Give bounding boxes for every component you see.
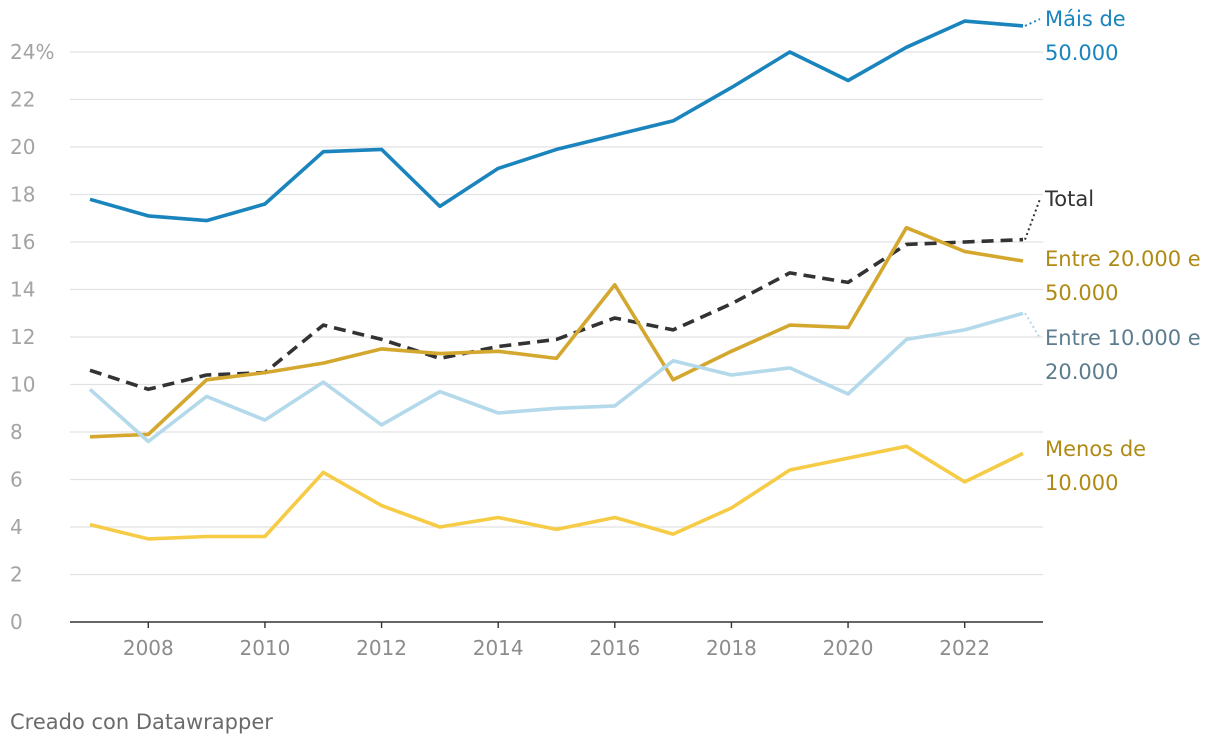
label-connector	[1024, 312, 1041, 339]
label-connector	[1024, 198, 1041, 240]
series-label: Total	[1044, 187, 1094, 211]
y-tick-label: 24%	[10, 40, 54, 64]
series-lines	[88, 19, 1024, 541]
y-tick-label: 20	[10, 135, 35, 159]
series-label: Menos de	[1045, 437, 1146, 461]
footer-credit: Creado con Datawrapper	[10, 710, 273, 734]
series-line-3	[88, 311, 1024, 444]
series-label: 50.000	[1045, 41, 1118, 65]
y-tick-label: 14	[10, 278, 35, 302]
y-tick-label: 2	[10, 563, 23, 587]
series-line-1	[89, 237, 1024, 392]
series-line-2	[89, 225, 1024, 439]
series-labels: Máis de 50.000 Total Entre 20.000 e 50.000 En…	[1024, 7, 1201, 495]
y-tick-label: 18	[10, 183, 35, 207]
y-tick-label: 10	[10, 373, 35, 397]
y-tick-label: 22	[10, 88, 35, 112]
label-connector	[1024, 18, 1041, 27]
grid-lines	[70, 51, 1043, 576]
series-line-4	[89, 444, 1024, 541]
y-tick-label: 16	[10, 230, 35, 254]
x-tick-label: 2014	[473, 636, 524, 660]
series-label: Máis de	[1045, 7, 1126, 31]
y-tick-label: 0	[10, 610, 23, 634]
y-tick-label: 6	[10, 468, 23, 492]
series-label: 20.000	[1045, 360, 1118, 384]
x-tick-label: 2008	[123, 636, 174, 660]
series-label: Entre 20.000 e	[1045, 247, 1201, 271]
x-axis: 2008 2010 2012 2014 2016 2018 2020 2022	[70, 621, 1043, 660]
series-label: 50.000	[1045, 281, 1118, 305]
x-tick-label: 2020	[823, 636, 874, 660]
y-axis: 0 2 4 6 8 10 12 14 16 18 20 22 24%	[10, 40, 54, 634]
y-tick-label: 12	[10, 325, 35, 349]
series-label: 10.000	[1045, 471, 1118, 495]
x-tick-label: 2012	[356, 636, 407, 660]
y-tick-label: 4	[10, 515, 23, 539]
series-label: Entre 10.000 e	[1045, 326, 1201, 350]
x-tick-label: 2016	[589, 636, 640, 660]
x-tick-label: 2010	[239, 636, 290, 660]
x-tick-label: 2018	[706, 636, 757, 660]
x-tick-label: 2022	[939, 636, 990, 660]
y-tick-label: 8	[10, 420, 23, 444]
series-line-0	[89, 19, 1024, 223]
